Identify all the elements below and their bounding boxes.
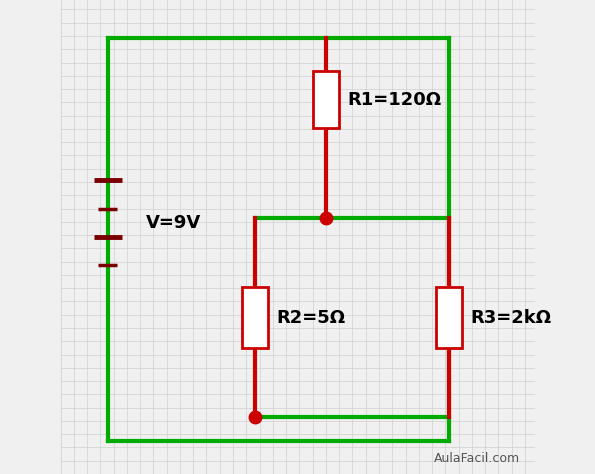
Text: AulaFacil.com: AulaFacil.com bbox=[434, 452, 520, 465]
FancyBboxPatch shape bbox=[313, 71, 339, 128]
FancyBboxPatch shape bbox=[242, 287, 268, 348]
FancyBboxPatch shape bbox=[436, 287, 462, 348]
Text: R1=120Ω: R1=120Ω bbox=[347, 91, 441, 109]
Text: R3=2kΩ: R3=2kΩ bbox=[471, 309, 552, 327]
Text: V=9V: V=9V bbox=[146, 214, 201, 232]
Text: R2=5Ω: R2=5Ω bbox=[276, 309, 345, 327]
